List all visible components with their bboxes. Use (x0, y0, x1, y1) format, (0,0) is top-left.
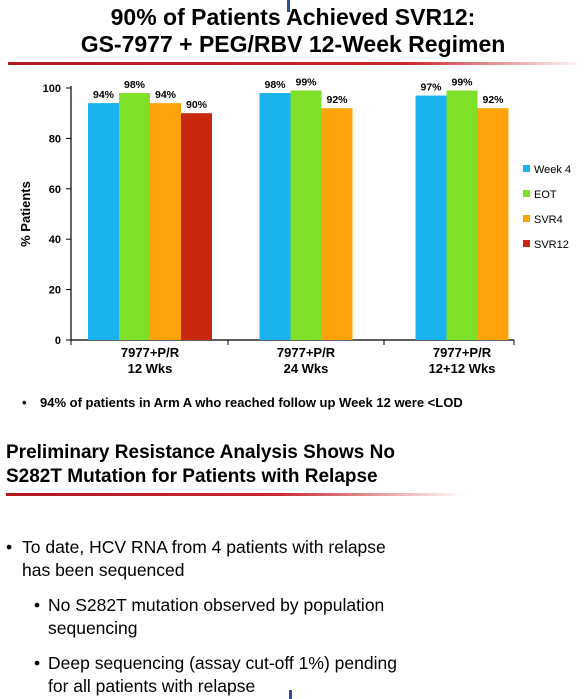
bar-data-label: 97% (420, 82, 442, 94)
legend-label: Week 4 (534, 164, 571, 176)
title-cursor-mark (287, 0, 290, 12)
bar-week-4 (88, 103, 119, 340)
section-title-line1: Preliminary Resistance Analysis Shows No (6, 442, 395, 463)
y-axis-label: % Patients (18, 181, 33, 247)
bar-data-label: 98% (264, 79, 286, 91)
page-title-line2: GS-7977 + PEG/RBV 12-Week Regimen (80, 31, 506, 57)
bottom-cursor-mark (289, 690, 292, 699)
bullet-main-line1: To date, HCV RNA from 4 patients with re… (22, 537, 386, 557)
bar-eot (290, 90, 322, 340)
x-category-label-line2: 12 Wks (128, 361, 173, 376)
bar-svr4 (477, 108, 509, 340)
x-category-label-line1: 7977+P/R (277, 345, 336, 360)
y-tick-label: 0 (55, 335, 61, 347)
bullet-sub-2-line2: for all patients with relapse (48, 676, 256, 696)
bar-svr4 (321, 108, 353, 340)
bullet-sub-1: • No S282T mutation observed by populati… (34, 594, 554, 640)
bullet-main-mark: • (6, 537, 13, 557)
legend-swatch (523, 190, 530, 197)
bar-data-label: 99% (295, 77, 317, 89)
bullet-sub-1-line2: sequencing (48, 618, 138, 638)
bullet-sub-2-line1: Deep sequencing (assay cut-off 1%) pendi… (48, 653, 397, 673)
bar-data-label: 92% (482, 94, 504, 106)
legend-swatch (523, 240, 530, 247)
legend-label: SVR4 (534, 214, 563, 226)
bar-data-label: 94% (155, 89, 177, 101)
section-title-line2: S282T Mutation for Patients with Relapse (6, 466, 378, 487)
bullet-sub-1-line1: No S282T mutation observed by population (48, 595, 385, 615)
svr-bar-chart: 0 20 40 60 80 100 % Patients 94% 98% 94% 90% 7977+P… (18, 77, 571, 376)
legend-swatch (523, 215, 530, 222)
section-divider (6, 493, 456, 496)
bar-data-label: 92% (326, 94, 348, 106)
bar-eot (119, 93, 150, 340)
y-tick-label: 20 (49, 285, 61, 297)
footnote-bullet: • (22, 395, 27, 410)
bar-week-4 (259, 93, 291, 340)
bar-svr4 (150, 103, 181, 340)
page-title: 90% of Patients Achieved SVR12: GS-7977 … (0, 4, 586, 58)
bullet-sub-1-mark: • (34, 595, 41, 615)
x-category-label-line1: 7977+P/R (433, 345, 492, 360)
bar-eot (446, 90, 478, 340)
y-tick-label: 40 (49, 234, 61, 246)
bar-data-label: 98% (124, 79, 146, 91)
bar-svr12 (181, 113, 212, 340)
bullet-main-line2: has been sequenced (22, 560, 185, 580)
bar-data-label: 90% (186, 99, 208, 111)
bar-data-label: 94% (93, 89, 115, 101)
legend-swatch (523, 165, 530, 172)
section-title: Preliminary Resistance Analysis Shows No… (6, 441, 566, 489)
bullet-sub-2-mark: • (34, 653, 41, 673)
page-title-line1: 90% of Patients Achieved SVR12: (110, 4, 476, 30)
y-tick-label: 80 (49, 133, 61, 145)
y-tick-label: 100 (43, 83, 61, 95)
legend-label: SVR12 (534, 239, 569, 251)
y-tick-label: 60 (49, 184, 61, 196)
bullet-main: • To date, HCV RNA from 4 patients with … (6, 536, 566, 582)
x-category-label-line2: 24 Wks (284, 361, 329, 376)
title-divider (8, 62, 576, 65)
bar-data-label: 99% (451, 77, 473, 89)
footnote-text: 94% of patients in Arm A who reached fol… (40, 395, 463, 410)
bar-week-4 (415, 95, 447, 340)
chart-footnote: • 94% of patients in Arm A who reached fo… (22, 395, 463, 410)
x-category-label-line1: 7977+P/R (121, 345, 180, 360)
legend-label: EOT (534, 189, 557, 201)
x-category-label-line2: 12+12 Wks (429, 361, 496, 376)
bullet-sub-2: • Deep sequencing (assay cut-off 1%) pen… (34, 652, 554, 698)
